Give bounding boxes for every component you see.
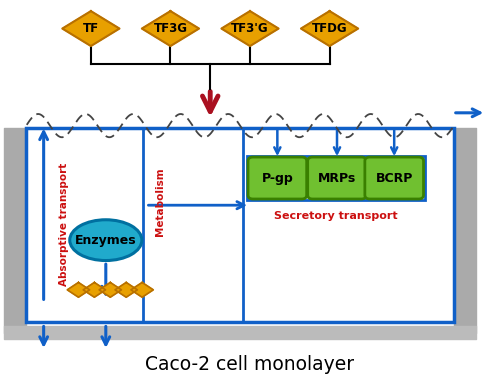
Polygon shape	[68, 282, 90, 297]
Polygon shape	[115, 282, 138, 297]
Text: Secretory transport: Secretory transport	[274, 212, 398, 221]
Text: P-gp: P-gp	[262, 172, 293, 185]
Ellipse shape	[70, 220, 142, 260]
Text: TF3'G: TF3'G	[231, 22, 269, 35]
Text: BCRP: BCRP	[376, 172, 413, 185]
Polygon shape	[222, 11, 278, 46]
Bar	[26, 127, 454, 322]
Polygon shape	[301, 11, 358, 46]
Text: TF3G: TF3G	[154, 22, 188, 35]
Text: Enzymes: Enzymes	[75, 234, 136, 247]
FancyBboxPatch shape	[248, 157, 306, 199]
Text: Caco-2 cell monolayer: Caco-2 cell monolayer	[146, 355, 354, 374]
Text: TFDG: TFDG	[312, 22, 348, 35]
Polygon shape	[142, 11, 199, 46]
Text: Metabolism: Metabolism	[156, 167, 166, 236]
Text: TF: TF	[83, 22, 99, 35]
Polygon shape	[83, 282, 106, 297]
Text: MRPs: MRPs	[318, 172, 356, 185]
Polygon shape	[62, 11, 120, 46]
FancyBboxPatch shape	[308, 157, 366, 199]
Text: Absorptive transport: Absorptive transport	[58, 163, 68, 286]
FancyBboxPatch shape	[365, 157, 424, 199]
Polygon shape	[99, 282, 122, 297]
Bar	[247, 156, 424, 200]
Polygon shape	[131, 282, 154, 297]
